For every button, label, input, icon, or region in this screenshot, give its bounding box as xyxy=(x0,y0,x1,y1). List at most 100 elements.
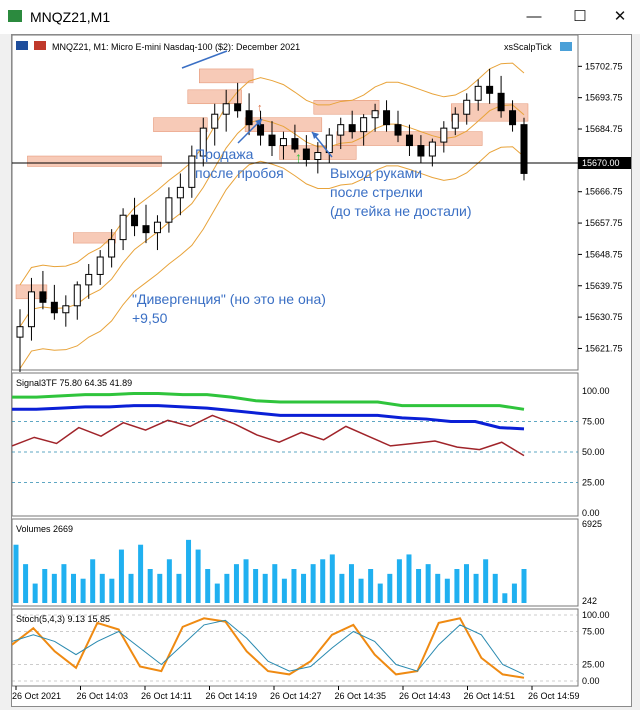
volume-bar xyxy=(42,569,48,603)
signal-tick-label: 100.00 xyxy=(582,386,610,396)
zone-box xyxy=(73,232,116,244)
candle-body xyxy=(222,103,230,115)
signal-tick-label: 50.00 xyxy=(582,447,605,457)
chart-frame[interactable]: MNQZ21, M1: Micro E-mini Nasdaq-100 ($2)… xyxy=(11,34,632,707)
volume-bar xyxy=(109,578,115,603)
maximize-button[interactable]: ☐ xyxy=(573,8,587,25)
volume-bar xyxy=(310,564,316,603)
price-tick-label: 15639.75 xyxy=(585,281,623,291)
candle-body xyxy=(188,155,196,188)
main-chart-header: MNQZ21, M1: Micro E-mini Nasdaq-100 ($2)… xyxy=(16,41,572,52)
candle-body xyxy=(16,326,24,338)
volume-bar xyxy=(147,569,153,603)
annotation-sell: Продажа после пробоя xyxy=(195,146,284,181)
candle-body xyxy=(268,134,276,147)
volume-bar xyxy=(483,559,489,603)
minimize-button[interactable]: — xyxy=(526,8,542,25)
time-axis[interactable]: 26 Oct 2021 26 Oct 14:03 26 Oct 14:11 26 Oc… xyxy=(12,686,580,701)
indicator-name: xsScalpTick xyxy=(504,42,552,52)
volume-bar xyxy=(406,554,412,603)
candle-body xyxy=(291,138,299,150)
volume-bar xyxy=(262,573,268,603)
current-price-label: 15670.00 xyxy=(582,158,620,168)
zone-box xyxy=(451,103,529,122)
signal-lines xyxy=(12,391,578,483)
candle-body xyxy=(463,99,471,115)
volume-bar xyxy=(128,573,134,603)
stoch-tick-label: 100.00 xyxy=(582,610,610,620)
volume-axis-min: 242 xyxy=(582,596,597,606)
candle-body xyxy=(85,273,93,286)
price-tick-label: 15684.75 xyxy=(585,124,623,134)
candle-body xyxy=(108,239,116,258)
signal-series-slow xyxy=(12,391,525,411)
close-button[interactable]: ✕ xyxy=(613,8,627,25)
volume-bar xyxy=(32,583,38,603)
chart-canvas[interactable]: MNQZ21, M1: Micro E-mini Nasdaq-100 ($2)… xyxy=(12,35,631,706)
annotation-exit: Выход руками после стрелки (до тейка не … xyxy=(330,165,472,219)
candle-body xyxy=(360,117,368,133)
volume-bar xyxy=(138,544,144,603)
price-axis[interactable]: 15702.7515693.7515684.7515675.7515666.75… xyxy=(578,61,623,353)
signal-panel-label: Signal3TF 75.80 64.35 41.89 xyxy=(16,378,132,388)
candle-body xyxy=(211,113,219,129)
candle-body xyxy=(440,127,448,143)
signal-tick-label: 75.00 xyxy=(582,417,605,427)
volume-bar xyxy=(329,554,335,603)
time-tick-label: 26 Oct 14:35 xyxy=(335,691,387,701)
volume-bar xyxy=(301,573,307,603)
volume-bar xyxy=(435,573,441,603)
stoch-tick-label: 0.00 xyxy=(582,676,600,686)
arrow-top xyxy=(181,50,228,69)
volume-bar xyxy=(51,573,57,603)
volume-axis-max: 6925 xyxy=(582,519,602,529)
volume-bar xyxy=(502,593,508,603)
volume-bar xyxy=(444,578,450,603)
main-chart-title: MNQZ21, M1: Micro E-mini Nasdaq-100 ($2)… xyxy=(52,42,300,52)
annotation-divergence-line1: "Дивергенция" (но это не она) xyxy=(132,291,326,307)
window-titlebar: MNQZ21,M1 — ☐ ✕ xyxy=(0,0,640,34)
volume-bar xyxy=(253,569,259,603)
volume-panel-label: Volumes 2669 xyxy=(16,524,73,534)
signal3tf-panel[interactable]: Signal3TF 75.80 64.35 41.89 100.00 75.00 5… xyxy=(12,372,610,518)
annotation-sell-line2: после пробоя xyxy=(195,165,284,181)
price-tick-label: 15702.75 xyxy=(585,61,623,71)
volume-bar xyxy=(224,573,230,603)
annotation-sell-line1: Продажа xyxy=(195,146,254,162)
time-tick-label: 26 Oct 14:51 xyxy=(464,691,516,701)
sell-arrow-icon: ↑ xyxy=(257,102,263,114)
main-price-panel[interactable]: MNQZ21, M1: Micro E-mini Nasdaq-100 ($2)… xyxy=(12,35,631,406)
volume-bar xyxy=(348,564,354,603)
volume-bar xyxy=(272,564,278,603)
volume-bar xyxy=(195,549,201,603)
candle-body xyxy=(497,92,505,112)
candle-body xyxy=(153,221,161,234)
volume-panel[interactable]: Volumes 2669 6925 242 xyxy=(12,518,602,607)
stoch-tick-label: 75.00 xyxy=(582,627,605,637)
candle-body xyxy=(279,138,287,147)
volume-bar xyxy=(166,559,172,603)
stochastic-panel[interactable]: Stoch(5,4,3) 9.13 15.85 100.00 75.00 25.00… xyxy=(12,608,610,687)
stoch-axis: 100.00 75.00 25.00 0.00 xyxy=(582,610,610,686)
volume-bar xyxy=(80,578,86,603)
volume-bar xyxy=(339,573,345,603)
candle-body xyxy=(257,124,265,136)
volume-bar xyxy=(454,569,460,603)
price-tick-label: 15666.75 xyxy=(585,187,623,197)
chart-window-icon xyxy=(8,10,22,22)
candle-body xyxy=(142,225,150,234)
zone-box xyxy=(153,117,208,132)
annotation-divergence-line2: +9,50 xyxy=(132,310,168,326)
volume-bar xyxy=(157,573,163,603)
chart-flag-icon[interactable] xyxy=(34,41,46,50)
signal-panel-bg xyxy=(12,372,579,517)
stoch-panel-bg xyxy=(12,608,579,687)
chart-menu-icon[interactable] xyxy=(16,41,28,50)
volume-bar xyxy=(425,564,431,603)
stoch-series-signal xyxy=(12,619,525,675)
candle-body xyxy=(234,103,242,112)
volume-bar xyxy=(13,544,19,603)
time-tick-label: 26 Oct 14:59 xyxy=(528,691,580,701)
candle-body xyxy=(199,127,207,157)
volume-bar xyxy=(233,564,239,603)
